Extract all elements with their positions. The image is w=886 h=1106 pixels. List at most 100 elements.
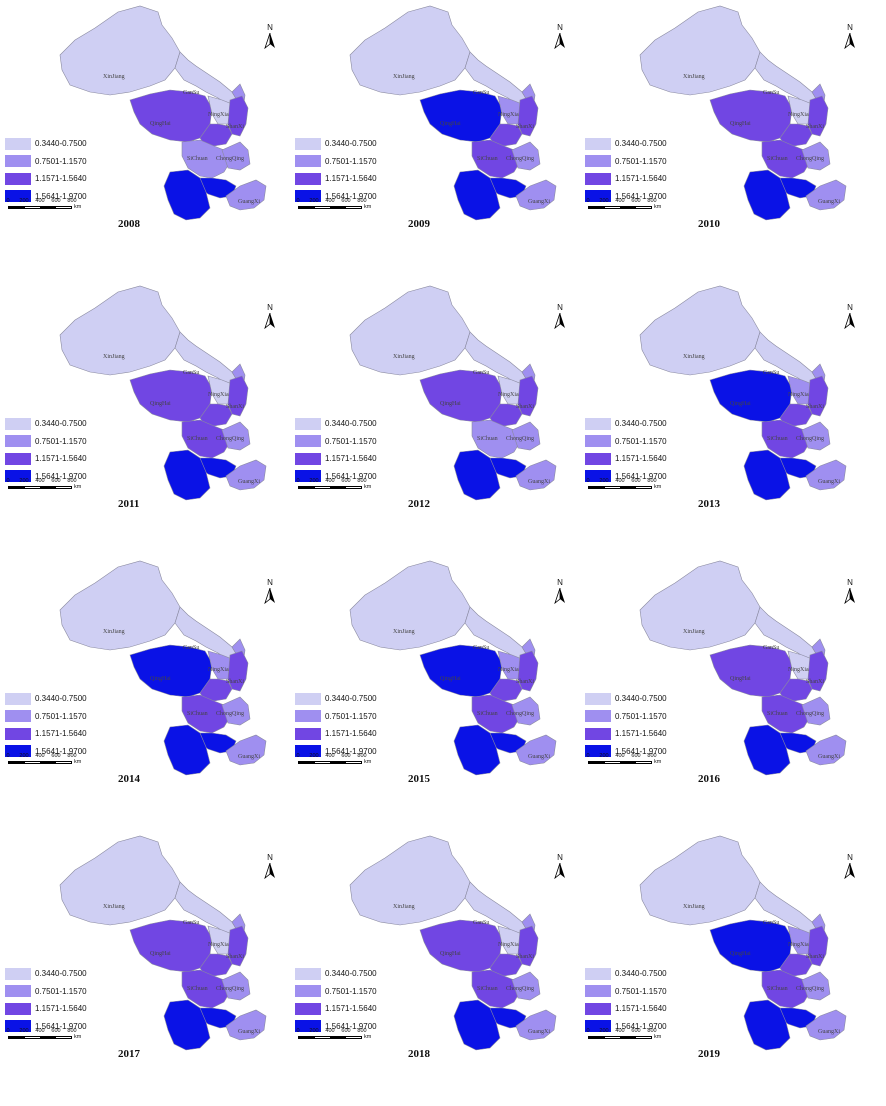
legend-label: 1.5641-1.9700 (325, 746, 377, 756)
region-label-guangxi: GuangXi (818, 1029, 840, 1035)
legend: 0.3440-0.7500 0.7501-1.1570 1.1571-1.5640 1… (585, 690, 667, 760)
legend-row: 1.1571-1.5640 (295, 170, 377, 188)
region-qinghai (129, 369, 213, 423)
north-arrow-icon: N (263, 853, 277, 879)
legend-label: 0.7501-1.1570 (615, 711, 667, 721)
region-shaanxi (807, 925, 829, 967)
region-shaanxi (807, 95, 829, 137)
scale-segment (40, 207, 56, 208)
north-label: N (267, 578, 273, 587)
map-panel-2012: XinJiang GanSu QingHai NingXia ShanXi SiChuan… (290, 280, 585, 556)
region-xinjiang (639, 5, 761, 96)
region-guangxi (225, 1009, 267, 1041)
region-shaanxi (227, 95, 249, 137)
scale-segment (9, 487, 25, 488)
region-chongqing (511, 971, 541, 1001)
region-label-shaanxi: ShanXi (516, 679, 534, 685)
region-chongqing (221, 696, 251, 726)
scale-tick-label: 800 (357, 478, 367, 484)
region-label-qinghai: QingHai (150, 121, 171, 127)
legend-swatch (295, 745, 321, 758)
scale-tick-label: 800 (357, 198, 367, 204)
legend-row: 0.3440-0.7500 (295, 965, 377, 983)
legend-label: 1.5641-1.9700 (615, 1021, 667, 1031)
scale-segment (314, 762, 330, 763)
region-label-qinghai: QingHai (150, 401, 171, 407)
scale-segment (635, 207, 651, 208)
legend-row: 1.1571-1.5640 (585, 725, 667, 743)
region-chongqing (801, 971, 831, 1001)
scale-segment (635, 487, 651, 488)
scale-segment (24, 487, 40, 488)
region-xinjiang (59, 560, 181, 651)
scale-tick-label: 0 (6, 198, 10, 204)
region-sichuan (761, 694, 811, 734)
region-label-qinghai: QingHai (440, 121, 461, 127)
north-arrow-icon: N (843, 853, 857, 879)
legend-swatch (5, 470, 31, 483)
map-2011: XinJiang GanSu QingHai NingXia ShanXi SiChuan… (59, 285, 267, 501)
scale-tick-label: 800 (357, 1028, 367, 1034)
legend-label: 1.1571-1.5640 (325, 1004, 377, 1014)
legend-row: 1.5641-1.9700 (295, 1018, 377, 1036)
region-label-shaanxi: ShanXi (226, 124, 244, 130)
region-label-qinghai: QingHai (730, 951, 751, 957)
region-shaanxi (227, 375, 249, 417)
region-guangxi (515, 459, 557, 491)
region-label-shaanxi: ShanXi (806, 954, 824, 960)
legend-label: 1.5641-1.9700 (35, 471, 87, 481)
legend: 0.3440-0.7500 0.7501-1.1570 1.1571-1.5640 1… (5, 415, 87, 485)
legend-swatch (5, 1020, 31, 1033)
legend: 0.3440-0.7500 0.7501-1.1570 1.1571-1.5640 1… (585, 135, 667, 205)
region-label-sichuan: SiChuan (477, 986, 498, 992)
map-2009: XinJiang GanSu QingHai NingXia ShanXi SiChuan… (349, 5, 557, 221)
scale-tick-label: 200 (19, 1028, 29, 1034)
legend-swatch (295, 435, 321, 448)
scale-bar: 0 200 400 600 800 km (6, 1028, 81, 1040)
legend-swatch (585, 710, 611, 723)
legend-label: 1.5641-1.9700 (35, 746, 87, 756)
north-arrow-icon: N (553, 23, 567, 49)
legend-label: 1.1571-1.5640 (615, 174, 667, 184)
map-2012: XinJiang GanSu QingHai NingXia ShanXi SiChuan… (349, 285, 557, 501)
region-label-chongqing: ChongQing (506, 711, 534, 717)
region-xinjiang (639, 560, 761, 651)
legend-label: 0.3440-0.7500 (325, 139, 377, 149)
region-label-shaanxi: ShanXi (516, 954, 534, 960)
legend-row: 0.7501-1.1570 (5, 708, 87, 726)
legend-row: 1.1571-1.5640 (295, 450, 377, 468)
region-guangxi (805, 1009, 847, 1041)
legend-swatch (295, 985, 321, 998)
north-label: N (267, 23, 273, 32)
legend-swatch (585, 137, 611, 150)
legend-swatch (585, 155, 611, 168)
region-guangxi (225, 459, 267, 491)
region-label-gansu: GanSu (183, 645, 199, 651)
legend-swatch (5, 985, 31, 998)
region-label-gansu: GanSu (763, 645, 779, 651)
year-label: 2013 (698, 498, 720, 510)
region-label-qinghai: QingHai (730, 676, 751, 682)
region-yunnan (743, 449, 791, 501)
map-panel-2018: XinJiang GanSu QingHai NingXia ShanXi SiChuan… (290, 830, 585, 1106)
scale-tick-label: 0 (586, 198, 590, 204)
legend-swatch (585, 452, 611, 465)
legend: 0.3440-0.7500 0.7501-1.1570 1.1571-1.5640 1… (585, 415, 667, 485)
scale-segment (9, 1037, 25, 1038)
legend-swatch (295, 417, 321, 430)
region-label-gansu: GanSu (763, 370, 779, 376)
region-label-gansu: GanSu (473, 90, 489, 96)
legend-swatch (295, 1020, 321, 1033)
legend-row: 1.5641-1.9700 (5, 1018, 87, 1036)
legend-label: 1.1571-1.5640 (615, 1004, 667, 1014)
scale-segment (55, 487, 71, 488)
legend-row: 1.5641-1.9700 (585, 468, 667, 486)
region-label-gansu: GanSu (473, 645, 489, 651)
region-label-ningxia: NingXia (498, 667, 519, 673)
region-sichuan (761, 139, 811, 179)
legend-label: 1.1571-1.5640 (615, 729, 667, 739)
legend-row: 0.3440-0.7500 (585, 135, 667, 153)
legend-label: 1.5641-1.9700 (615, 191, 667, 201)
region-label-guangxi: GuangXi (528, 1029, 550, 1035)
year-label: 2014 (118, 773, 140, 785)
